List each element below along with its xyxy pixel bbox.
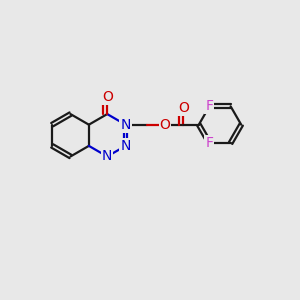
Text: N: N xyxy=(120,118,131,132)
Text: O: O xyxy=(178,100,189,115)
Text: F: F xyxy=(206,136,213,150)
Text: O: O xyxy=(102,90,113,104)
Text: O: O xyxy=(160,118,170,132)
Text: N: N xyxy=(120,139,131,153)
Text: F: F xyxy=(206,99,213,113)
Text: N: N xyxy=(102,149,112,164)
